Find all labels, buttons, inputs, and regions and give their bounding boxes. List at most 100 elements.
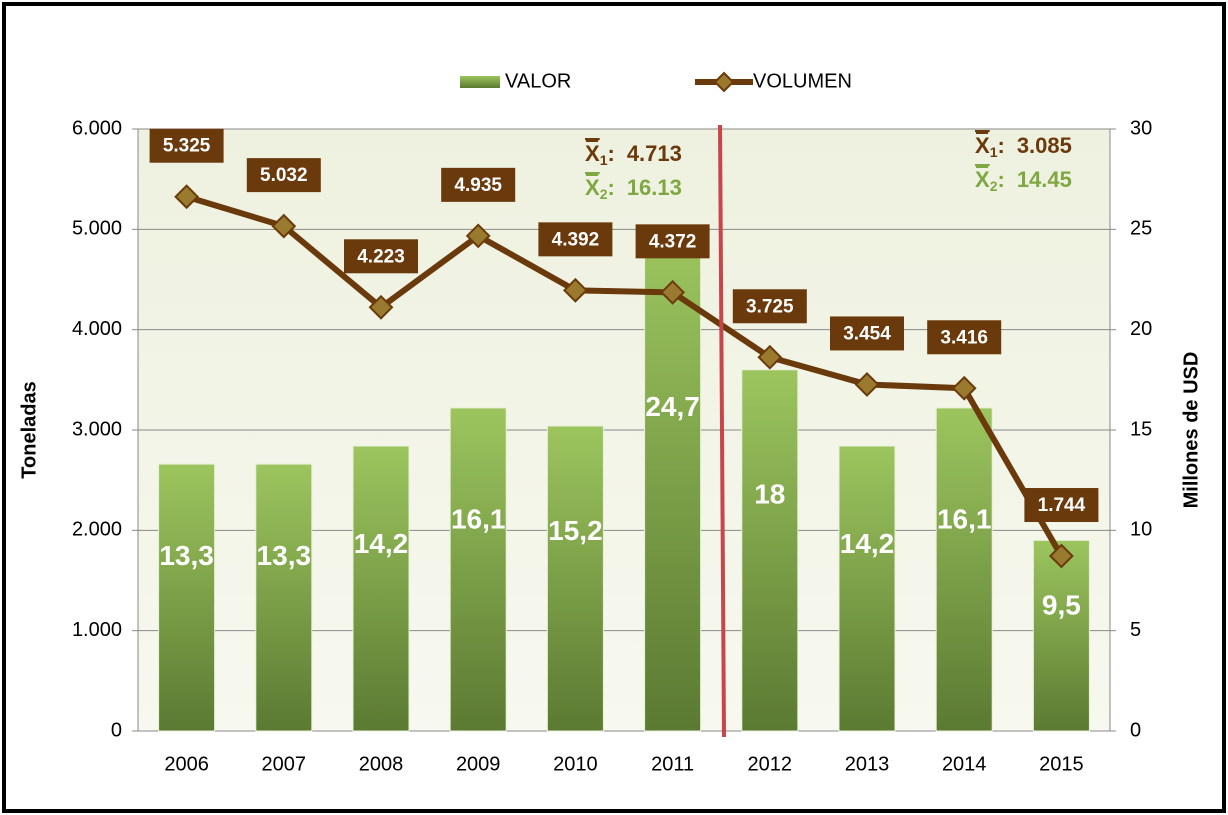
data-label: 3.454	[843, 323, 891, 344]
x-tick-label: 2012	[748, 753, 793, 775]
y2-tick-label: 15	[1130, 418, 1152, 440]
legend-marker	[713, 71, 735, 93]
y2-tick-label: 5	[1130, 619, 1141, 641]
annotation-value: 3.085	[1017, 133, 1072, 158]
y2-axis-title: Millones de USD	[1180, 352, 1202, 509]
data-label: 4.223	[357, 246, 405, 267]
y-tick-label: 3.000	[72, 418, 122, 440]
bar	[838, 445, 896, 732]
bar-label: 15,2	[548, 515, 603, 546]
data-label-box	[1024, 488, 1099, 523]
annotation-separator: :	[997, 167, 1004, 192]
data-label: 5.032	[260, 165, 308, 186]
data-label: 4.392	[552, 229, 600, 250]
x-tick-label: 2010	[553, 753, 598, 775]
y-tick-label: 5.000	[72, 218, 122, 240]
data-label: 3.725	[746, 296, 794, 317]
bar-label: 14,2	[840, 528, 895, 559]
annotation-separator: :	[607, 141, 614, 166]
annotation-value: 16.13	[627, 175, 682, 200]
data-label-box	[246, 158, 321, 193]
x-tick-label: 2006	[164, 753, 209, 775]
marker	[854, 372, 880, 397]
bar	[158, 463, 216, 732]
bar	[546, 425, 604, 732]
annotation-symbol: X	[585, 141, 600, 166]
data-label-box	[927, 320, 1002, 355]
marker	[368, 294, 394, 320]
bar-label: 9,5	[1042, 589, 1081, 620]
marker	[1048, 543, 1074, 569]
bar-label: 24,7	[645, 391, 700, 422]
x-tick-label: 2009	[456, 753, 501, 775]
y2-tick-label: 30	[1130, 117, 1152, 139]
y-tick-label: 6.000	[72, 117, 122, 139]
y2-tick-label: 10	[1130, 519, 1152, 541]
marker	[174, 184, 200, 210]
annotation: X1: 3.085	[975, 133, 1072, 160]
annotation-subscript: 2	[600, 186, 608, 202]
annotation-separator: :	[607, 175, 614, 200]
bar-label: 14,2	[354, 528, 409, 559]
data-label-box	[830, 316, 904, 351]
marker	[465, 223, 491, 249]
y2-tick-label: 20	[1130, 318, 1152, 340]
annotation-subscript: 2	[990, 178, 998, 194]
bar-label: 13,3	[159, 540, 214, 571]
marker	[562, 277, 588, 303]
annotation: X2: 16.13	[585, 175, 682, 202]
bar	[255, 463, 313, 732]
bar-label: 18	[754, 479, 785, 510]
x-tick-label: 2014	[942, 753, 987, 775]
marker	[951, 375, 977, 401]
legend-label: VALOR	[505, 70, 571, 92]
y2-tick-label: 25	[1130, 218, 1152, 240]
bar-label: 13,3	[257, 540, 312, 571]
annotation-subscript: 1	[990, 144, 998, 160]
marker	[757, 344, 783, 370]
data-label: 4.372	[649, 231, 697, 252]
bar	[352, 445, 410, 732]
y-tick-label: 2.000	[72, 519, 122, 541]
y2-tick-label: 0	[1130, 719, 1141, 741]
annotation-subscript: 1	[600, 152, 608, 168]
annotation-symbol: X	[975, 133, 990, 158]
annotation-value: 4.713	[627, 141, 682, 166]
bar-label: 16,1	[937, 503, 992, 534]
annotation: X1: 4.713	[585, 141, 682, 168]
x-tick-label: 2013	[845, 753, 890, 775]
bar	[935, 407, 993, 732]
y-tick-label: 0	[111, 719, 122, 741]
period-divider	[718, 124, 726, 738]
data-label-box	[732, 289, 807, 324]
bar	[644, 234, 702, 732]
legend-swatch	[460, 76, 500, 88]
bar	[741, 369, 799, 732]
data-label-box	[441, 167, 516, 202]
x-tick-label: 2015	[1039, 753, 1084, 775]
y-axis-title: Toneladas	[18, 381, 40, 478]
y-tick-label: 4.000	[72, 318, 122, 340]
marker	[660, 279, 686, 305]
data-label-box	[149, 128, 224, 163]
line	[185, 193, 1064, 558]
bar	[1032, 539, 1090, 732]
annotation: X2: 14.45	[975, 167, 1072, 194]
annotation-symbol: X	[585, 175, 600, 200]
annotation-value: 14.45	[1017, 167, 1072, 192]
annotation-separator: :	[997, 133, 1004, 158]
data-label-box	[344, 239, 418, 274]
data-label: 4.935	[454, 175, 502, 196]
x-tick-label: 2011	[651, 753, 694, 775]
data-label-box	[635, 224, 710, 259]
x-tick-label: 2007	[262, 753, 307, 775]
data-label: 5.325	[163, 136, 211, 157]
data-label-box	[538, 222, 613, 257]
y-tick-label: 1.000	[72, 619, 122, 641]
data-label: 1.744	[1038, 495, 1086, 516]
bar-label: 16,1	[451, 503, 506, 534]
bar	[449, 407, 507, 732]
legend-label: VOLUMEN	[753, 70, 852, 92]
marker	[271, 213, 297, 239]
